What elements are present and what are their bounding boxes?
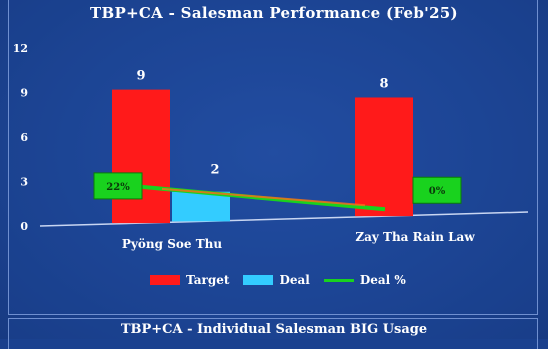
bar-data-label: 2 <box>210 163 219 178</box>
bar-target <box>112 90 170 224</box>
y-tick-label: 3 <box>20 176 28 189</box>
legend-item-deal: Deal <box>243 273 309 287</box>
legend-swatch-deal-percent <box>324 279 354 282</box>
y-tick-label: 12 <box>13 42 28 55</box>
legend-label-target: Target <box>186 273 229 287</box>
bar-data-label: 9 <box>136 69 145 84</box>
legend-label-deal-percent: Deal % <box>360 273 406 287</box>
deal-percent-data-label: 0% <box>429 186 446 197</box>
y-tick-label: 9 <box>20 87 28 100</box>
chart-legend: Target Deal Deal % <box>150 271 406 289</box>
next-chart-title: TBP+CA - Individual Salesman BIG Usage <box>0 322 548 337</box>
bar-target <box>355 97 413 216</box>
deal-percent-data-label: 22% <box>106 182 130 193</box>
legend-item-target: Target <box>150 273 229 287</box>
y-tick-label: 0 <box>20 220 28 233</box>
legend-swatch-deal <box>243 275 273 285</box>
legend-item-deal-percent: Deal % <box>324 273 406 287</box>
x-category-label: Pyöng Soe Thu <box>122 237 222 251</box>
legend-swatch-target <box>150 275 180 285</box>
y-tick-label: 6 <box>20 131 28 144</box>
legend-label-deal: Deal <box>279 273 309 287</box>
x-category-label: Zay Tha Rain Law <box>355 230 475 244</box>
bar-data-label: 8 <box>379 76 388 91</box>
